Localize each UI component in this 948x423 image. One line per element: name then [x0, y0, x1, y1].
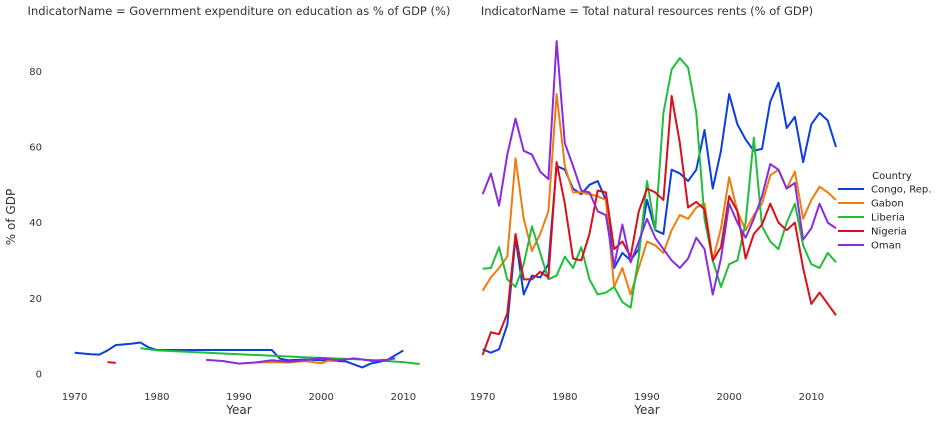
x-tick-label: 1980 [144, 392, 169, 403]
y-tick-label: 60 [29, 143, 42, 154]
series-line-liberia [482, 57, 837, 309]
axis-ticks-education: 1970 1980 1990 2000 2010 0 20 40 60 80 [29, 67, 416, 403]
series-line-oman [481, 40, 837, 296]
x-tick-label: 2000 [716, 392, 741, 403]
legend-label-gabon: Gabon [871, 199, 904, 210]
series-line-gabon [481, 93, 837, 296]
series-line-nigeria [107, 361, 116, 364]
series-line-nigeria [481, 94, 837, 356]
panel-title-education: IndicatorName = Government expenditure o… [28, 4, 451, 18]
y-tick-label: 0 [36, 369, 42, 380]
legend-title: Country [872, 171, 912, 182]
series-line-liberia [140, 347, 420, 366]
x-axis-label-natural-resources: Year [633, 403, 659, 417]
y-axis-label: % of GDP [4, 189, 18, 245]
panel-education: IndicatorName = Government expenditure o… [4, 4, 450, 417]
x-tick-label: 2010 [799, 392, 824, 403]
legend: Country Congo, Rep. Gabon Liberia Nigeria Om… [838, 171, 931, 252]
series-line-oman [206, 356, 396, 365]
legend-label-oman: Oman [871, 241, 901, 252]
axis-ticks-natural-resources: 1970 1980 1990 2000 2010 [470, 392, 824, 403]
panel-title-natural-resources: IndicatorName = Total natural resources … [481, 4, 813, 18]
panel-natural-resources: IndicatorName = Total natural resources … [470, 4, 837, 417]
y-tick-label: 80 [29, 67, 42, 78]
y-tick-label: 40 [29, 218, 42, 229]
x-tick-label: 2010 [391, 392, 416, 403]
x-axis-label-education: Year [225, 403, 251, 417]
series-lines-education [74, 341, 420, 369]
x-tick-label: 1990 [226, 392, 251, 403]
legend-label-nigeria: Nigeria [871, 227, 907, 238]
x-tick-label: 1980 [552, 392, 577, 403]
x-tick-label: 1970 [470, 392, 495, 403]
x-tick-label: 2000 [308, 392, 333, 403]
series-lines-natural-resources [481, 40, 837, 356]
series-line-congo-rep [482, 81, 837, 354]
legend-label-liberia: Liberia [871, 213, 905, 224]
x-tick-label: 1990 [634, 392, 659, 403]
y-tick-label: 20 [29, 294, 42, 305]
legend-items: Congo, Rep. Gabon Liberia Nigeria Oman [838, 185, 931, 252]
legend-label-congo-rep: Congo, Rep. [871, 185, 931, 196]
x-tick-label: 1970 [62, 392, 87, 403]
